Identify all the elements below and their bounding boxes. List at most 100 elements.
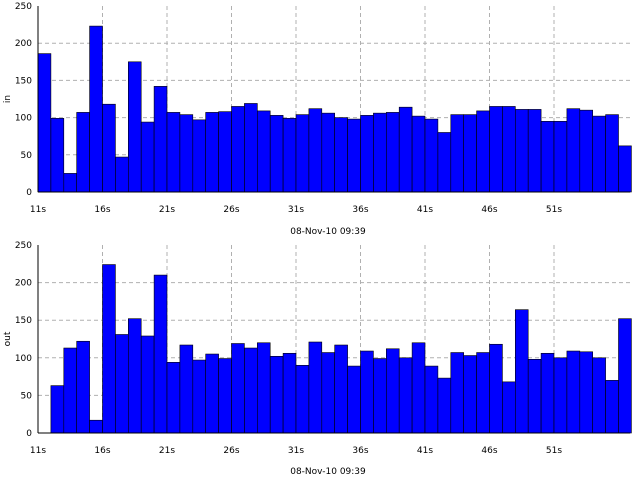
- chart2-bar: [205, 353, 219, 434]
- chart2-bar: [592, 357, 606, 434]
- chart1-bar: [282, 118, 297, 193]
- chart2-bar: [553, 357, 568, 434]
- chart1-bar: [373, 112, 387, 193]
- chart1-ytick-label: 200: [15, 39, 32, 49]
- chart1-bar: [463, 114, 477, 193]
- chart1-ytick-label: 100: [15, 114, 32, 124]
- chart1-ytick-label: 0: [26, 188, 32, 198]
- chart1-ytick-label: 50: [21, 151, 33, 161]
- chart2-xtick-label: 51s: [546, 446, 562, 456]
- chart2-bar: [540, 352, 555, 434]
- chart2-bar: [489, 343, 503, 434]
- chart1-bar: [514, 109, 529, 193]
- chart1-bar: [166, 112, 181, 193]
- chart1-bar: [579, 109, 593, 193]
- chart2-bar: [192, 359, 207, 434]
- chart1-bar: [540, 121, 555, 193]
- chart1-bar: [115, 156, 129, 193]
- chart1-bar: [308, 108, 323, 193]
- chart2-ytick-label: 250: [15, 241, 32, 251]
- chart2-bar: [166, 362, 181, 434]
- chart2-bar: [605, 380, 619, 434]
- chart2-ytick-label: 0: [26, 429, 32, 439]
- chart2-ytick-label: 50: [21, 391, 33, 401]
- chart1-ytick-label: 150: [15, 76, 32, 86]
- chart2-bar: [411, 342, 426, 434]
- chart2-bar: [514, 309, 529, 434]
- chart2-bar: [115, 334, 129, 434]
- chart1-bar: [334, 117, 348, 193]
- chart2-bar: [476, 352, 490, 434]
- chart1-ytick-label: 250: [15, 2, 32, 12]
- chart2-bar: [295, 365, 310, 434]
- chart2-bar: [579, 351, 593, 434]
- chart2-bar: [618, 318, 632, 434]
- chart2-ylabel: out: [3, 331, 13, 346]
- chart2-bar: [218, 358, 232, 434]
- chart1-bar: [592, 115, 606, 193]
- chart2-xlabel: 08-Nov-10 09:39: [290, 467, 366, 477]
- chart1-bar: [231, 106, 245, 193]
- chart2-bar: [347, 365, 361, 434]
- chart1-xtick-label: 11s: [30, 205, 46, 215]
- chart2-xtick-label: 31s: [288, 446, 304, 456]
- chart1-bar: [360, 115, 374, 193]
- chart2-bar: [89, 419, 103, 434]
- chart1-bar: [566, 108, 581, 193]
- chart2-ytick-label: 200: [15, 279, 32, 289]
- chart1-bar: [50, 118, 65, 193]
- chart1-ylabel: in: [3, 95, 13, 103]
- chart1-bar: [256, 110, 271, 193]
- chart2-xtick-label: 11s: [30, 446, 46, 456]
- chart2-bar: [463, 355, 477, 434]
- chart1-bar: [89, 25, 103, 193]
- chart1-bar: [476, 110, 490, 193]
- chart2-bar: [385, 348, 400, 434]
- chart1-bar: [321, 112, 335, 193]
- chart2-bar: [256, 342, 271, 434]
- chart1-bar: [269, 115, 284, 193]
- chart1-xtick-label: 41s: [417, 205, 433, 215]
- chart1-bar: [618, 145, 632, 193]
- chart2-bar: [63, 347, 77, 434]
- chart2-xtick-label: 36s: [352, 446, 368, 456]
- chart2-bar: [153, 274, 168, 434]
- chart1-bar: [37, 53, 52, 193]
- chart1-bar: [153, 86, 168, 193]
- chart1-xtick-label: 26s: [223, 205, 239, 215]
- chart2-bar: [360, 350, 374, 434]
- chart1-bar: [295, 114, 310, 193]
- chart1-xtick-label: 46s: [481, 205, 497, 215]
- chart1-xtick-label: 51s: [546, 205, 562, 215]
- chart1-bar: [192, 119, 207, 193]
- chart1-bar: [527, 109, 542, 193]
- chart1-bar: [437, 132, 452, 193]
- chart1-bar: [385, 112, 400, 193]
- chart1-bar: [179, 114, 194, 193]
- chart2-bar: [334, 344, 348, 434]
- chart2-xtick-label: 46s: [481, 446, 497, 456]
- chart2-bar: [527, 359, 542, 434]
- chart2-ytick-label: 100: [15, 354, 32, 364]
- chart1-bar: [76, 112, 90, 193]
- chart1-xtick-label: 31s: [288, 205, 304, 215]
- chart2-bar: [50, 385, 65, 434]
- chart2-bar: [437, 377, 452, 434]
- chart1-bar: [411, 115, 426, 193]
- chart1-bar: [489, 106, 503, 193]
- chart2-bar: [128, 318, 142, 434]
- chart2-bar: [269, 355, 284, 434]
- chart2-bar: [179, 344, 194, 434]
- chart1-bar: [244, 103, 258, 193]
- chart1-xtick-label: 36s: [352, 205, 368, 215]
- chart2-bar: [76, 340, 90, 434]
- chart2-ytick-label: 150: [15, 316, 32, 326]
- chart2-bar: [373, 358, 387, 434]
- chart2-bar: [102, 264, 116, 434]
- chart2-xtick-label: 26s: [223, 446, 239, 456]
- chart2-bar: [398, 357, 413, 434]
- chart1-bar: [450, 114, 464, 193]
- chart2-bar: [308, 341, 323, 434]
